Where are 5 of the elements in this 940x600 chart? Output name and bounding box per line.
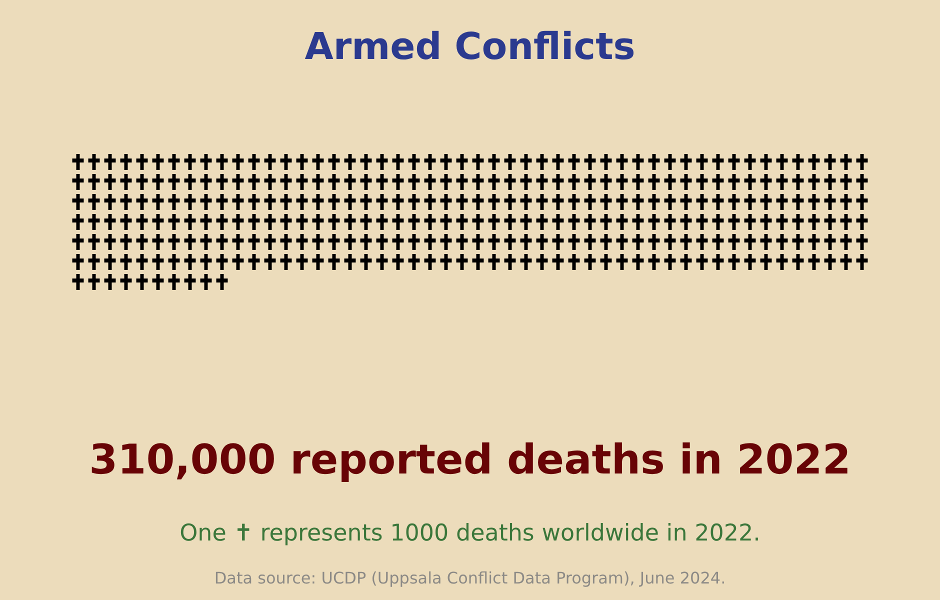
text: One ✝ represents 1000 deaths worldwide in 2022. — [180, 520, 760, 546]
source-note: Data source: UCDP (Uppsala Conflict Data Program), June 2024. — [214, 568, 726, 588]
text: Armed Conflicts — [304, 25, 636, 68]
text: reported deaths in 2022 — [290, 436, 851, 484]
data-label: 310,000 — [89, 436, 276, 484]
